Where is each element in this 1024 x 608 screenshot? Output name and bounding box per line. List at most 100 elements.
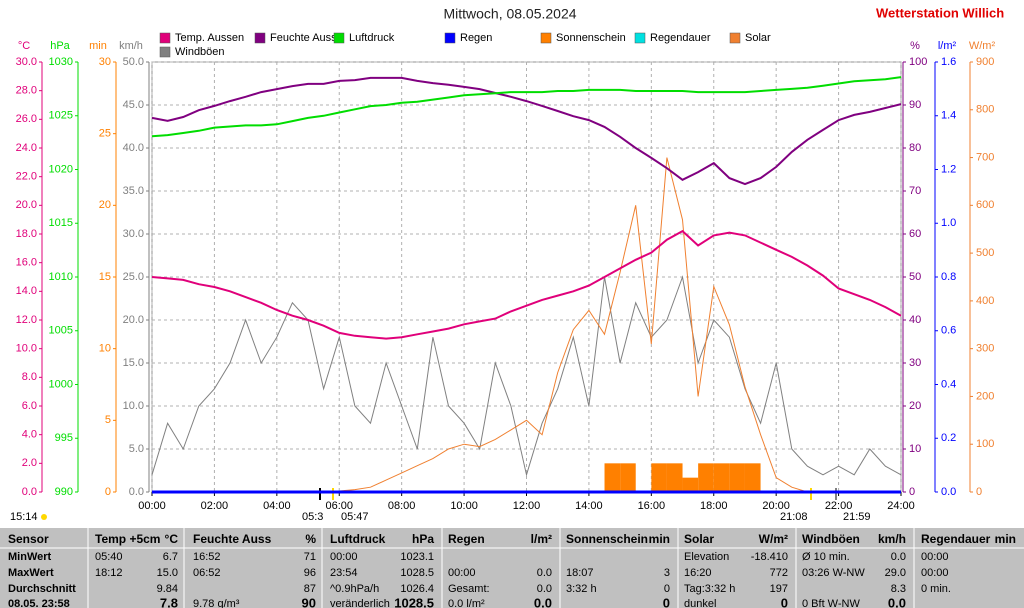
legend-swatch [729,32,741,44]
table-cell: 00:00 [921,551,949,563]
y-tick-label: 70 [909,185,921,197]
x-tick-label: 24:00 [887,500,915,512]
table-cell: 1026.4 [400,583,434,595]
table-cell: 90 [302,595,316,608]
x-tick-label: 00:00 [138,500,166,512]
y-tick-label: 600 [976,199,994,211]
table-cell: 0 [781,595,788,608]
table-cell: 06:52 [193,567,221,579]
y-tick-label: 995 [55,432,73,444]
axis-unit: hPa [50,40,70,52]
legend-swatch [159,46,171,58]
y-tick-label: 0.4 [941,378,956,390]
y-tick-label: 30.0 [16,56,37,68]
y-tick-label: 25 [99,128,111,140]
y-tick-label: 0.8 [941,271,956,283]
time-annotation: 21:59 [843,511,871,523]
table-header: Luftdruck [330,532,386,546]
table-cell: 9.84 [157,583,178,595]
y-tick-label: 200 [976,390,994,402]
table-cell: 197 [770,583,788,595]
table-cell: Tag:3:32 h [684,583,735,595]
table-cell: 0.0 [537,583,552,595]
table-header: Solar [684,532,714,546]
table-cell: 0 min. [921,583,951,595]
table-cell: Gesamt: [448,583,490,595]
table-cell: 71 [304,551,316,563]
sunshine-bar [620,463,636,492]
table-cell: 00:00 [448,567,476,579]
table-cell: 15.0 [157,567,178,579]
table-cell: Ø 10 min. [802,551,850,563]
table-header: min [649,532,670,546]
table-cell: 6.7 [163,551,178,563]
y-tick-label: 30 [909,357,921,369]
y-tick-label: 1010 [49,271,73,283]
table-header: km/h [878,532,906,546]
table-header: Sensor [8,532,49,546]
y-tick-label: 22.0 [16,171,37,183]
table-header: W/m² [759,532,788,546]
y-tick-label: 10.0 [123,400,144,412]
time-annotation: 05:3 [302,511,323,523]
sunshine-bar [666,463,683,492]
x-tick-label: 12:00 [513,500,541,512]
y-tick-label: 0.2 [941,432,956,444]
table-header: hPa [412,532,434,546]
station-name: Wetterstation Willich [876,5,1004,20]
y-tick-label: 16.0 [16,257,37,269]
legend-label: Solar [745,32,771,44]
y-tick-label: 90 [909,99,921,111]
axis-unit: W/m² [969,40,996,52]
table-cell: 0.0 [891,551,906,563]
table-cell: MaxWert [8,567,54,579]
y-tick-label: 20.0 [16,199,37,211]
table-cell: 18:12 [95,567,123,579]
series-line [151,76,902,186]
x-tick-label: 10:00 [450,500,478,512]
table-cell: -18.410 [751,551,788,563]
y-tick-label: 25.0 [123,271,144,283]
table-cell: Elevation [684,551,729,563]
sunshine-bar [744,463,761,492]
y-tick-label: 28.0 [16,85,37,97]
table-cell: 16:52 [193,551,221,563]
table-cell: 0.0 [888,595,906,608]
table-cell: 87 [304,583,316,595]
sunshine-bar [713,463,730,492]
y-tick-label: 0.0 [941,486,956,498]
table-cell: 9.78 g/m³ [193,598,240,608]
sunshine-bar [604,463,621,492]
table-cell: 3 [664,567,670,579]
y-tick-label: 60 [909,228,921,240]
table-cell: 772 [770,567,788,579]
y-tick-label: 18.0 [16,228,37,240]
y-tick-label: 8.0 [22,371,37,383]
x-tick-label: 08:00 [388,500,416,512]
table-cell: 05:40 [95,551,123,563]
legend-swatch [634,32,646,44]
axis-unit: °C [18,40,30,52]
y-tick-label: 900 [976,56,994,68]
y-tick-label: 100 [976,438,994,450]
y-tick-label: 40.0 [123,142,144,154]
y-tick-label: 24.0 [16,142,37,154]
table-header: min [995,532,1016,546]
legend-swatch [254,32,266,44]
table-cell: 0.0 l/m² [448,598,485,608]
y-tick-label: 40 [909,314,921,326]
table-cell: 18:07 [566,567,594,579]
table-header: % [305,532,316,546]
y-tick-label: 300 [976,343,994,355]
y-tick-label: 0.0 [129,486,144,498]
series-line [151,76,902,138]
y-tick-label: 5.0 [129,443,144,455]
table-cell: dunkel [684,598,716,608]
y-tick-label: 4.0 [22,429,37,441]
y-tick-label: 6.0 [22,400,37,412]
table-header: Sonnenschein [566,532,648,546]
legend-label: Regendauer [650,32,711,44]
table-cell: 96 [304,567,316,579]
table-cell: 23:54 [330,567,358,579]
y-tick-label: 30.0 [123,228,144,240]
